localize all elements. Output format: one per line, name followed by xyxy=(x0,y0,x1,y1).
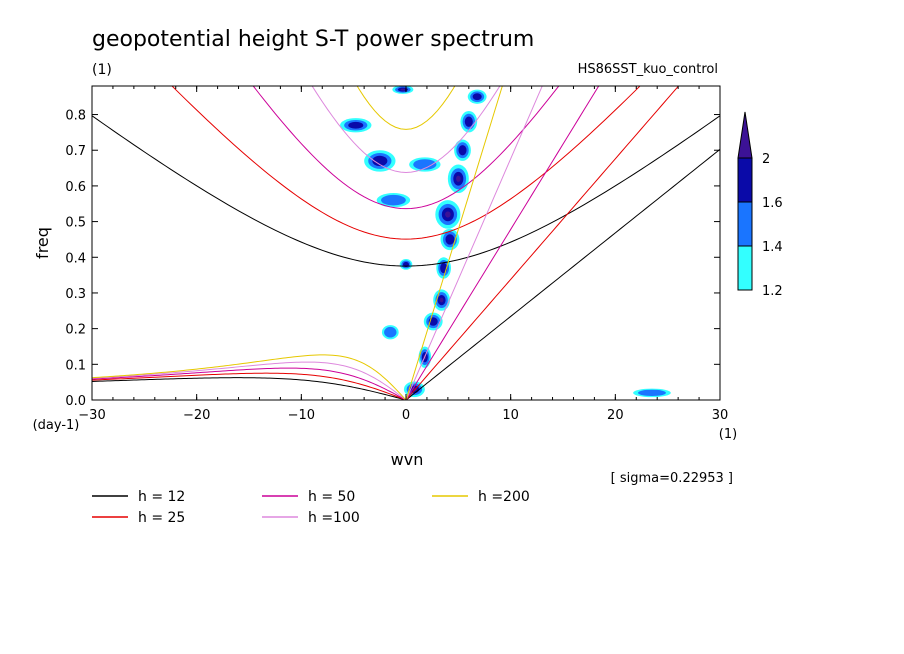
power-contour xyxy=(458,145,467,156)
x-axis-unit: (1) xyxy=(719,427,737,442)
rossby-curve xyxy=(92,372,407,400)
plot-background xyxy=(92,86,720,400)
plot-area: −30 −20 −10 0 10 20 30 0.0 0.1 0.2 0.3 0.4 0.5 0.6 0.7… xyxy=(65,85,728,423)
power-contour xyxy=(413,159,437,170)
axis-ticks: −30 −20 −10 0 10 20 30 0.0 0.1 0.2 0.3 0.4 0.5 0.6 0.7… xyxy=(65,86,728,423)
colorbar-segment xyxy=(737,157,753,203)
y-tick-label: 0.8 xyxy=(65,109,86,124)
rossby-curve xyxy=(92,367,407,400)
colorbar-label: 1.4 xyxy=(762,240,783,255)
power-contour xyxy=(372,155,388,167)
gravity-curve xyxy=(311,86,501,173)
rossby-curve xyxy=(92,361,407,400)
curve-legend: h = 12 h = 25 h = 50 h =100 h =200 xyxy=(92,489,530,526)
rossby-curve xyxy=(92,377,407,400)
y-tick-label: 0.5 xyxy=(65,216,86,231)
colorbar-label: 1.2 xyxy=(762,284,783,299)
y-tick-label: 0.4 xyxy=(65,251,86,266)
x-tick-label: 0 xyxy=(402,408,410,423)
x-axis-label: wvn xyxy=(391,450,424,469)
x-tick-label: −30 xyxy=(78,408,105,423)
rossby-curve xyxy=(92,354,407,400)
power-contour xyxy=(472,93,482,101)
experiment-label: HS86SST_kuo_control xyxy=(578,62,718,77)
gravity-curve xyxy=(356,86,456,130)
power-contour xyxy=(400,88,406,91)
legend-label: h = 25 xyxy=(138,510,185,526)
x-tick-label: 20 xyxy=(607,408,624,423)
kelvin-curve xyxy=(405,148,720,400)
power-contour xyxy=(445,211,451,218)
legend-label: h =200 xyxy=(478,489,530,505)
power-contour xyxy=(456,175,461,182)
power-contour xyxy=(638,389,666,397)
kelvin-curve xyxy=(405,86,503,400)
y-axis-label: freq xyxy=(33,227,52,259)
y-tick-label: 0.1 xyxy=(65,358,86,373)
x-tick-label: −10 xyxy=(288,408,315,423)
gravity-curve xyxy=(252,86,560,210)
colorbar-arrow xyxy=(737,111,753,159)
kelvin-curve xyxy=(405,86,680,400)
y-tick-label: 0.7 xyxy=(65,144,86,159)
dispersion-curves xyxy=(92,86,720,400)
kelvin-curve xyxy=(405,86,543,400)
legend-label: h =100 xyxy=(308,510,360,526)
y-tick-label: 0.2 xyxy=(65,323,86,338)
chart-title: geopotential height S-T power spectrum xyxy=(92,27,534,52)
colorbar-segment xyxy=(737,201,753,247)
y-tick-label: 0.0 xyxy=(65,394,86,409)
power-contour xyxy=(384,326,397,338)
colorbar-label: 1.6 xyxy=(762,196,783,211)
y-tick-label: 0.6 xyxy=(65,180,86,195)
power-contour xyxy=(381,194,406,206)
legend-label: h = 12 xyxy=(138,489,185,505)
x-tick-label: 30 xyxy=(712,408,729,423)
y-tick-label: 0.3 xyxy=(65,287,86,302)
power-contour xyxy=(464,116,473,127)
power-contour xyxy=(445,234,455,245)
kelvin-curve xyxy=(405,86,600,400)
colorbar: 1.2 1.4 1.6 2 xyxy=(737,111,783,299)
colorbar-label: 2 xyxy=(762,152,770,167)
power-contour xyxy=(348,121,364,129)
gravity-curve xyxy=(171,86,641,240)
x-tick-label: 10 xyxy=(502,408,519,423)
y-axis-unit: (day-1) xyxy=(33,418,80,433)
sigma-note: [ sigma=0.22953 ] xyxy=(611,471,733,486)
legend-label: h = 50 xyxy=(308,489,355,505)
colorbar-segment xyxy=(737,245,753,291)
x-tick-label: −20 xyxy=(183,408,210,423)
gravity-curve xyxy=(92,115,720,267)
power-contour xyxy=(439,297,444,303)
units-label: (1) xyxy=(92,62,112,78)
